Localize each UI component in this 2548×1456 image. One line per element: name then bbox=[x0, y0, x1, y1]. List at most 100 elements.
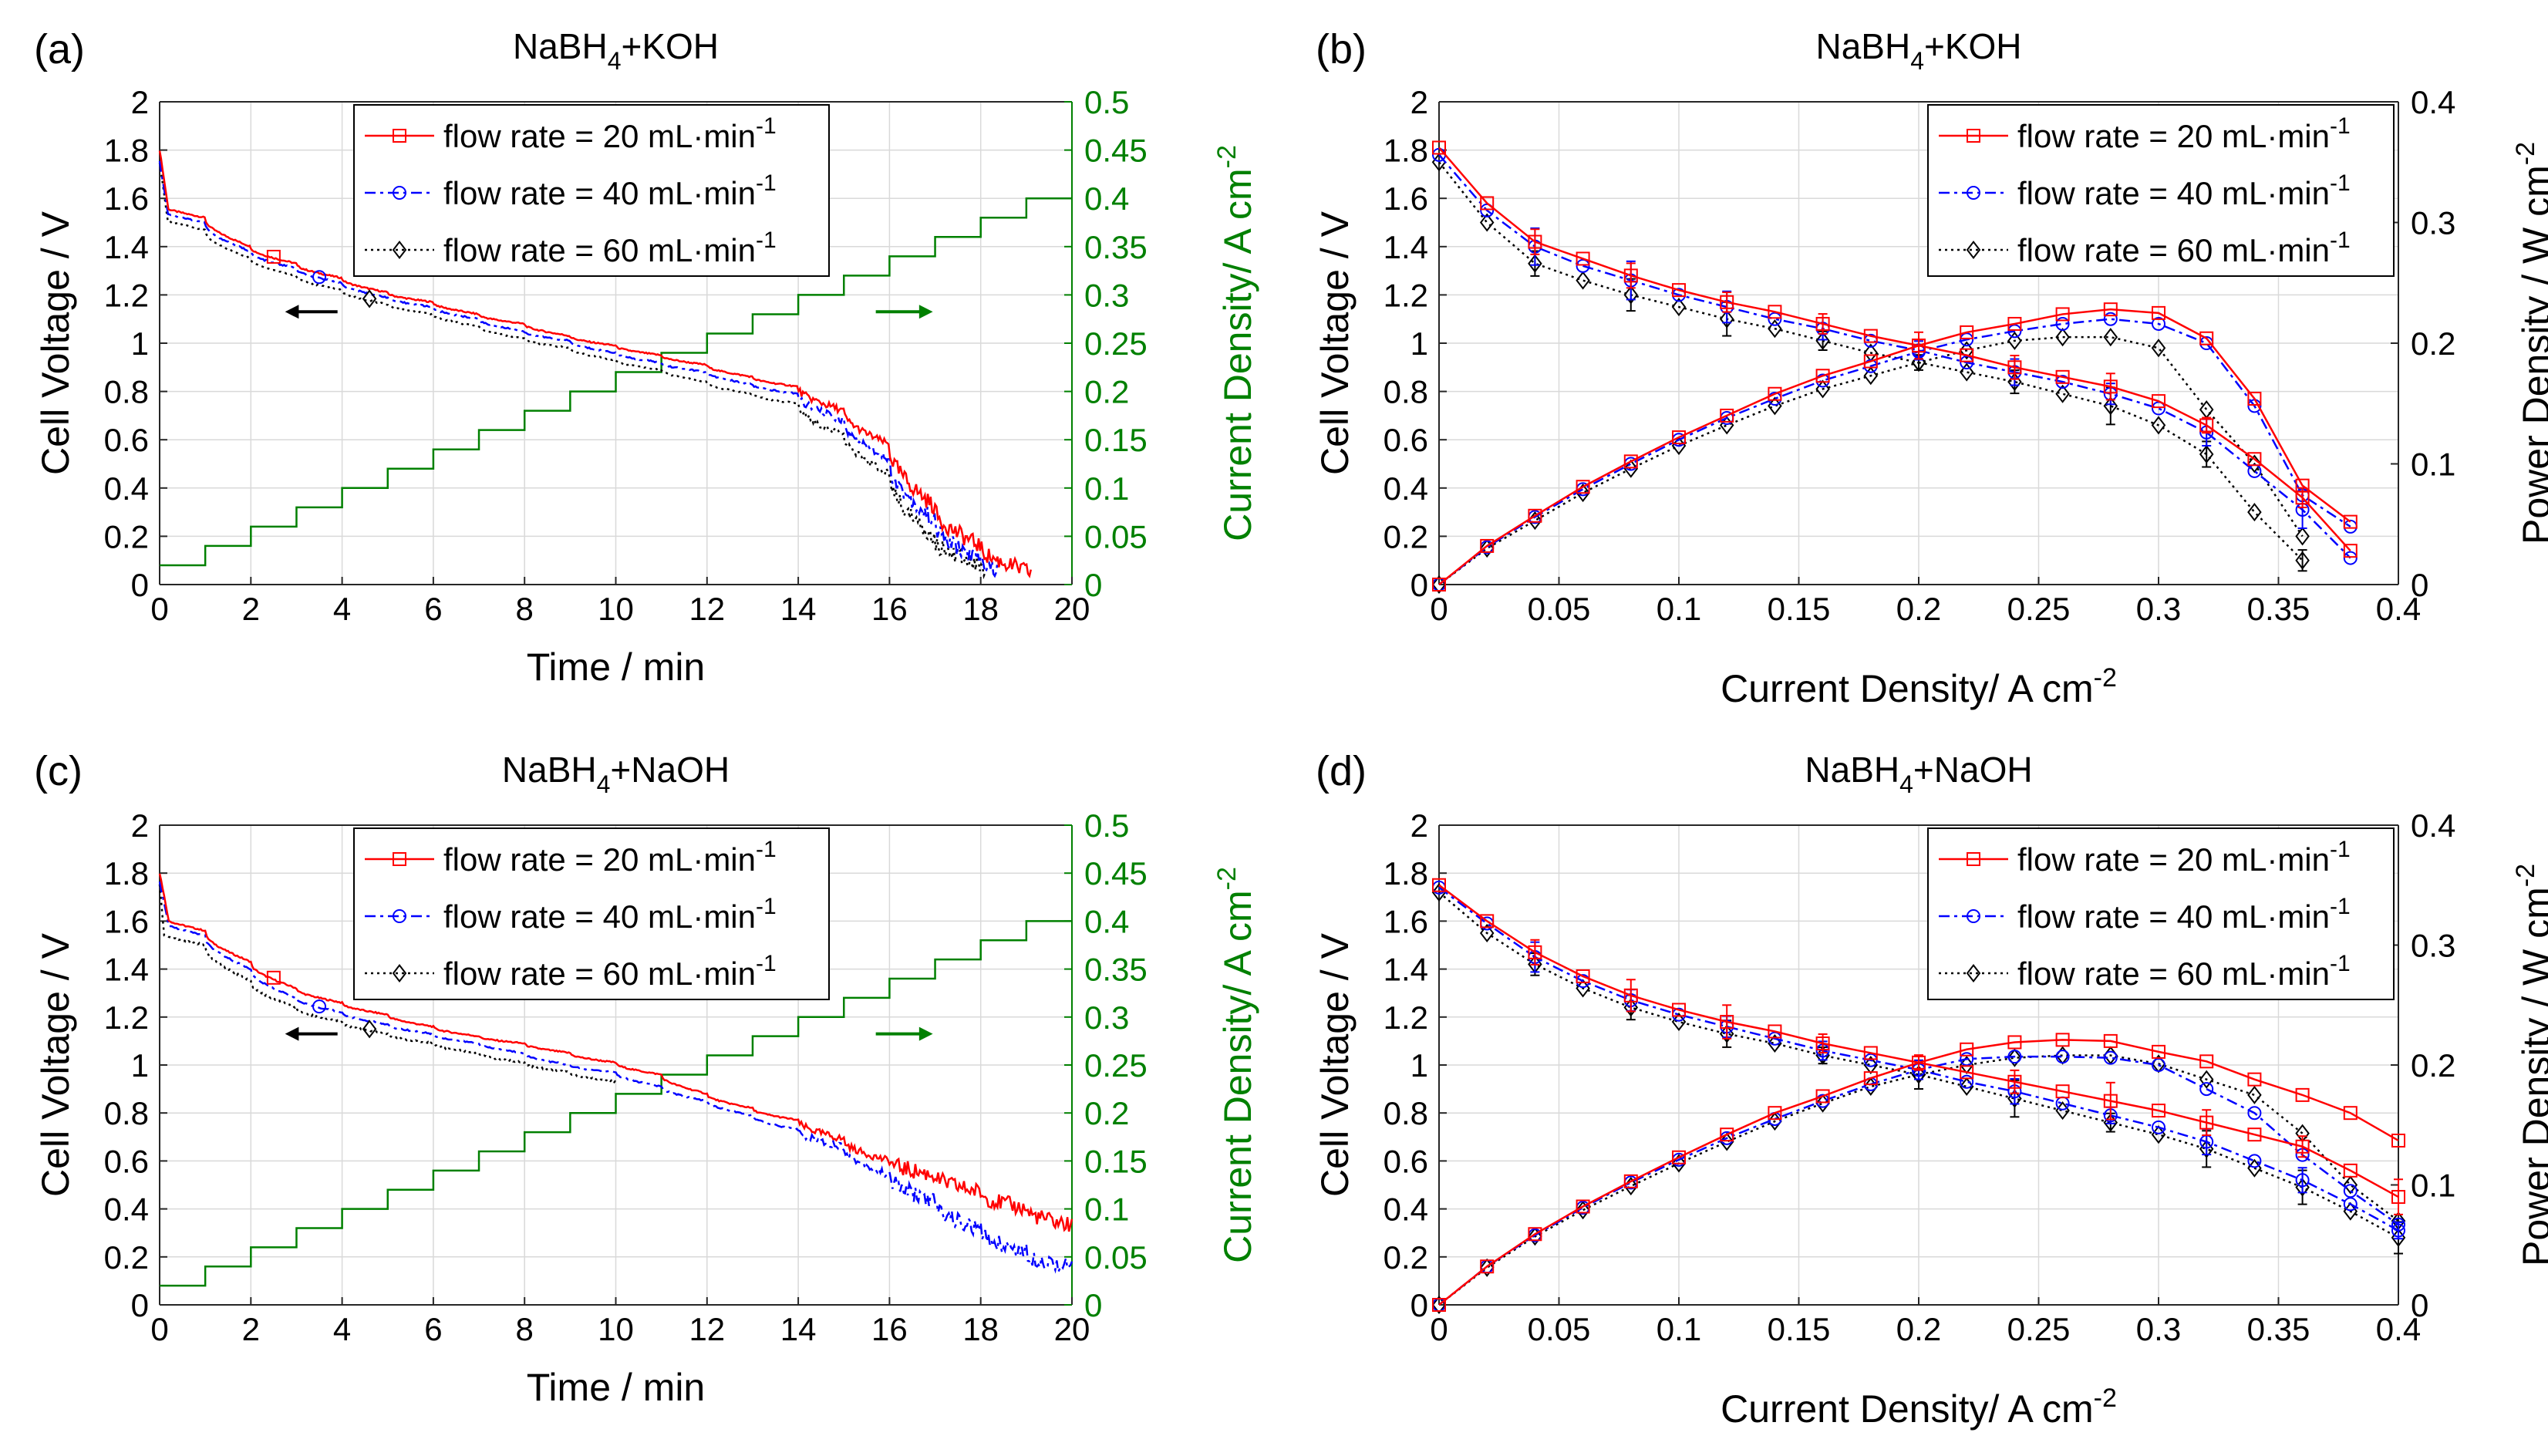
series-marker-1 bbox=[266, 249, 281, 264]
panel-title-part: NaBH bbox=[513, 26, 608, 66]
y-tick-label: 0 bbox=[131, 1287, 149, 1323]
power-point bbox=[1912, 1055, 1926, 1070]
power-point bbox=[1863, 354, 1878, 369]
series-voltage-2 bbox=[158, 881, 1073, 1276]
y-tick-label: 1 bbox=[131, 1047, 149, 1084]
voltage-point bbox=[1815, 1036, 1830, 1051]
panel-label: (c) bbox=[34, 748, 83, 794]
y-tick-label: 1.4 bbox=[1384, 952, 1428, 988]
x-tick-label: 18 bbox=[962, 1311, 999, 1347]
power-point bbox=[1672, 1150, 1686, 1164]
legend-box bbox=[1927, 104, 2395, 277]
panel-title-part: 4 bbox=[1899, 770, 1913, 798]
voltage-point bbox=[1768, 305, 1782, 319]
voltage-point bbox=[2295, 1139, 2310, 1154]
voltage-point bbox=[2007, 1074, 2022, 1089]
voltage-point bbox=[1863, 1053, 1878, 1067]
legend-label-1: flow rate = 20 mL·min-1 bbox=[443, 837, 777, 878]
y-tick-label: 1.4 bbox=[1384, 229, 1428, 265]
y-tick-label: 0.8 bbox=[104, 374, 149, 410]
voltage-point bbox=[2152, 1120, 2165, 1134]
voltage-point bbox=[1432, 878, 1446, 892]
power-point bbox=[1432, 1298, 1446, 1312]
x-tick-label: 6 bbox=[424, 1311, 442, 1347]
power-point bbox=[1528, 1227, 1542, 1242]
y2-tick-label: 0.3 bbox=[1084, 277, 1129, 313]
y2-tick-label: 0.35 bbox=[1084, 229, 1148, 265]
y2-tick-label: 0.1 bbox=[1084, 470, 1129, 507]
legend-label-1-part: -1 bbox=[756, 113, 777, 139]
voltage-point bbox=[1623, 988, 1638, 1003]
y2-axis-label-part: Power Density / W cm bbox=[2515, 887, 2548, 1266]
x-tick-label: 0.15 bbox=[1768, 591, 1831, 627]
x-axis-label: Time / min bbox=[527, 1366, 706, 1409]
x-tick-label: 10 bbox=[598, 1311, 634, 1347]
series-current-density bbox=[160, 920, 1072, 1287]
legend-label-1: flow rate = 20 mL·min-1 bbox=[2017, 837, 2351, 878]
voltage-point bbox=[1768, 1033, 1782, 1053]
panel-label: (a) bbox=[34, 26, 85, 72]
arrow-right-current-head bbox=[918, 1026, 933, 1041]
power-point bbox=[2103, 1033, 2118, 1048]
legend-label-1-part: flow rate = 20 mL·min bbox=[2017, 118, 2330, 154]
voltage-point bbox=[2152, 394, 2165, 409]
y2-axis-label-part: -2 bbox=[1212, 867, 1242, 890]
legend-label-2-part: flow rate = 40 mL·min bbox=[443, 898, 756, 935]
power-point bbox=[1672, 430, 1686, 445]
y-tick-label: 1 bbox=[131, 325, 149, 362]
legend-label-3-part: -1 bbox=[2330, 951, 2351, 976]
y-tick-label: 2 bbox=[1410, 84, 1428, 120]
legend-marker-2 bbox=[393, 909, 406, 923]
voltage-point bbox=[1863, 329, 1878, 343]
power-point bbox=[2199, 331, 2214, 345]
power-point bbox=[1960, 1052, 1974, 1067]
power-point bbox=[2007, 1050, 2022, 1064]
x-tick-label: 0.2 bbox=[1896, 591, 1941, 627]
legend-marker-1 bbox=[1967, 852, 1980, 866]
panel-title-part: NaBH bbox=[502, 750, 597, 790]
voltage-point bbox=[1863, 1055, 1879, 1075]
legend-label-3-part: -1 bbox=[756, 951, 777, 976]
voltage-point bbox=[2295, 1173, 2310, 1188]
legend-label-1-part: flow rate = 20 mL·min bbox=[443, 118, 756, 154]
y-tick-label: 0.6 bbox=[1384, 422, 1428, 458]
y-tick-label: 1.2 bbox=[1384, 999, 1428, 1036]
power-point bbox=[2103, 312, 2118, 326]
voltage-point bbox=[2152, 1104, 2165, 1118]
x-axis-label-part: Current Density/ A cm bbox=[1721, 1387, 2094, 1431]
x-tick-label: 0.1 bbox=[1657, 1311, 1701, 1347]
power-point bbox=[2055, 328, 2070, 347]
legend-marker-2 bbox=[393, 186, 406, 200]
y2-tick-label: 0.25 bbox=[1084, 1047, 1148, 1084]
x-tick-label: 0.3 bbox=[2136, 1311, 2181, 1347]
x-tick-label: 0.2 bbox=[1896, 1311, 1941, 1347]
y-axis-label: Cell Voltage / V bbox=[34, 211, 77, 475]
panel-b: 0 0.05 0.1 0.15 0.2 0.25 0.3 0.35 0.400.20.40.60… bbox=[1313, 26, 2548, 710]
legend-label-1-part: -1 bbox=[756, 837, 777, 862]
y2-axis-label-part: Current Density/ A cm bbox=[1216, 168, 1259, 541]
y2-tick-label: 0.1 bbox=[2411, 1168, 2455, 1204]
power-point bbox=[2247, 391, 2262, 406]
y-tick-label: 0.4 bbox=[1384, 1191, 1428, 1228]
power-point bbox=[1863, 1077, 1879, 1097]
y-tick-label: 1.4 bbox=[104, 229, 149, 265]
arrow-right-current-head bbox=[918, 305, 933, 319]
y2-tick-label: 0.2 bbox=[1084, 1095, 1129, 1131]
voltage-point bbox=[2343, 1197, 2358, 1212]
voltage-point bbox=[2247, 503, 2262, 522]
legend-marker-2 bbox=[1967, 909, 1980, 923]
y-tick-label: 1 bbox=[1410, 1047, 1428, 1084]
legend-box bbox=[1927, 827, 2395, 1000]
y2-tick-label: 0.05 bbox=[1084, 518, 1148, 554]
y-tick-label: 1.8 bbox=[1384, 855, 1428, 891]
y2-tick-label: 0.3 bbox=[2411, 205, 2455, 241]
voltage-point bbox=[2199, 1115, 2214, 1130]
legend-label-2: flow rate = 40 mL·min-1 bbox=[2017, 894, 2351, 935]
legend-label-2-part: -1 bbox=[2330, 894, 2351, 919]
legend-label-3-part: flow rate = 60 mL·min bbox=[2017, 956, 2330, 992]
y2-axis-label: Current Density/ A cm-2 bbox=[1212, 145, 1259, 541]
power-point bbox=[1480, 1259, 1495, 1274]
x-tick-label: 0.25 bbox=[2007, 1311, 2071, 1347]
power-point bbox=[1863, 366, 1879, 386]
y-axis-label: Cell Voltage / V bbox=[34, 932, 77, 1197]
